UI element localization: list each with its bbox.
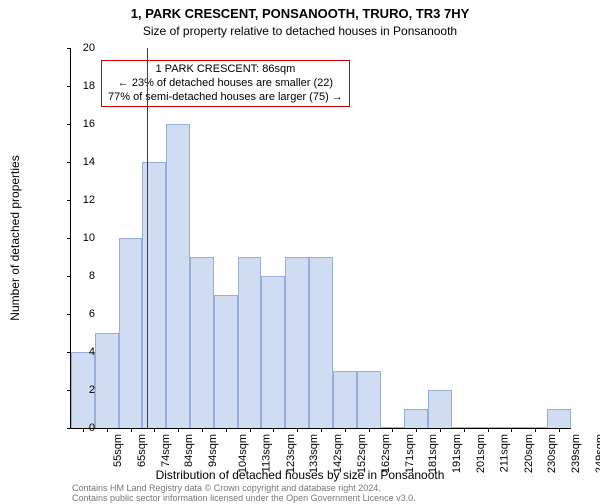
credit-line2: Contains public sector information licen… [72,494,416,504]
credit-wrap: Contains HM Land Registry data © Crown c… [0,0,600,500]
chart-container: 1, PARK CRESCENT, PONSANOOTH, TRURO, TR3… [0,0,600,500]
